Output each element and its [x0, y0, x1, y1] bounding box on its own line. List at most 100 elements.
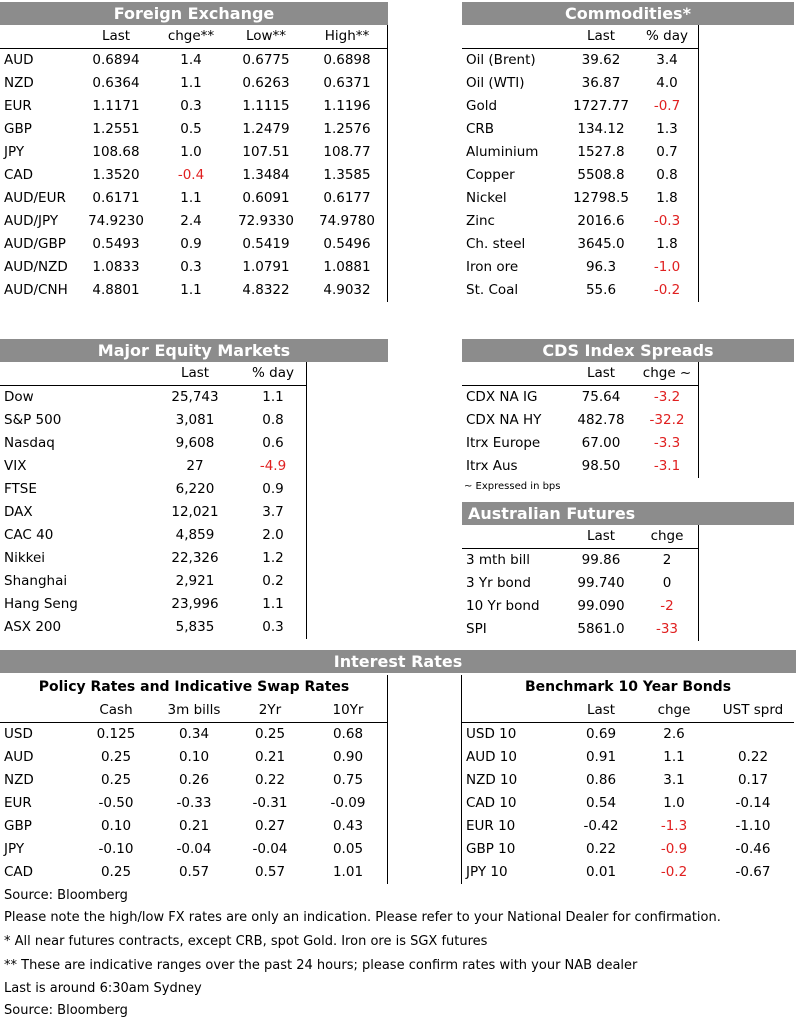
- bonds-table: Last chge UST sprd USD 10 0.69 2.6 AUD 10 0.…: [462, 699, 794, 884]
- row-value: 4.8322: [242, 282, 290, 298]
- row-value: -0.14: [735, 795, 771, 811]
- bonds-header-row: Last chge UST sprd: [462, 699, 794, 723]
- futures-col-last: Last: [586, 528, 616, 544]
- row-label: EUR 10: [466, 818, 516, 834]
- footnote-source: Source: Bloomberg: [4, 888, 128, 903]
- fx-col-low: Low**: [245, 28, 287, 44]
- table-row: Itrx Europe 67.00 -3.3: [462, 432, 698, 455]
- row-label: Ch. steel: [466, 236, 526, 252]
- equities-table: Last % day Dow 25,743 1.1 S&P 500 3,081 0.8 Na…: [0, 362, 306, 639]
- commodities-header-row: Last % day: [462, 25, 698, 49]
- row-value: 4.9032: [323, 282, 371, 298]
- table-row: AUD/CNH 4.8801 1.1 4.8322 4.9032: [0, 279, 388, 302]
- row-value: 0.5496: [323, 236, 371, 252]
- equities-body: Dow 25,743 1.1 S&P 500 3,081 0.8 Nasdaq 9,608 0.…: [0, 386, 306, 640]
- table-row: JPY 108.68 1.0 107.51 108.77: [0, 141, 388, 164]
- row-value: 0.90: [332, 749, 364, 765]
- row-value: 1.1171: [92, 98, 140, 114]
- bonds-panel: Benchmark 10 Year Bonds Last chge UST sp…: [461, 675, 794, 884]
- row-label: CAD 10: [466, 795, 517, 811]
- row-value: 75.64: [581, 389, 621, 405]
- table-row: GBP 0.10 0.21 0.27 0.43: [0, 815, 388, 838]
- row-label: Iron ore: [466, 259, 519, 275]
- equities-title: Major Equity Markets: [0, 339, 388, 362]
- row-value: -33: [655, 621, 679, 637]
- rates-panel: Interest Rates: [0, 650, 796, 673]
- table-row: CDX NA HY 482.78 -32.2: [462, 409, 698, 432]
- table-row: Shanghai 2,921 0.2: [0, 570, 306, 593]
- row-value: 0.22: [737, 749, 769, 765]
- futures-body: 3 mth bill 99.86 2 3 Yr bond 99.740 0 10 Yr bo…: [462, 549, 698, 642]
- table-row: Aluminium 1527.8 0.7: [462, 141, 698, 164]
- row-label: AUD/EUR: [4, 190, 66, 206]
- table-row: GBP 1.2551 0.5 1.2479 1.2576: [0, 118, 388, 141]
- row-value: -0.67: [735, 864, 771, 880]
- policy-border: [387, 675, 388, 884]
- row-value: 2016.6: [577, 213, 625, 229]
- row-value: -0.09: [330, 795, 366, 811]
- row-label: FTSE: [4, 481, 37, 497]
- row-value: -3.1: [653, 458, 681, 474]
- row-value: 0.6898: [323, 52, 371, 68]
- row-value: 1.1: [180, 190, 202, 206]
- table-row: JPY 10 0.01 -0.2 -0.67: [462, 861, 794, 884]
- row-value: 74.9780: [319, 213, 375, 229]
- row-value: 134.12: [577, 121, 625, 137]
- table-row: CAD 1.3520 -0.4 1.3484 1.3585: [0, 164, 388, 187]
- row-value: 1.3520: [92, 167, 140, 183]
- row-label: Nickel: [466, 190, 507, 206]
- row-value: 2.4: [180, 213, 202, 229]
- table-row: Oil (WTI) 36.87 4.0: [462, 72, 698, 95]
- row-value: 482.78: [577, 412, 625, 428]
- row-value: 1.1196: [323, 98, 371, 114]
- row-value: -0.3: [653, 213, 681, 229]
- equities-border: [306, 362, 307, 639]
- row-value: 0.21: [178, 818, 210, 834]
- table-row: CAC 40 4,859 2.0: [0, 524, 306, 547]
- row-label: JPY: [4, 144, 25, 160]
- row-value: 1.4: [180, 52, 202, 68]
- row-label: AUD/JPY: [4, 213, 59, 229]
- row-label: JPY 10: [466, 864, 508, 880]
- row-value: 0.9: [180, 236, 202, 252]
- bonds-col-ust: UST sprd: [722, 702, 784, 718]
- row-value: -1.3: [660, 818, 688, 834]
- footnote-ranges: ** These are indicative ranges over the …: [4, 958, 638, 973]
- table-row: USD 10 0.69 2.6: [462, 723, 794, 747]
- cds-border: [698, 362, 699, 478]
- rates-title: Interest Rates: [0, 650, 796, 673]
- footnote-source-2: Source: Bloomberg: [4, 1003, 128, 1018]
- row-value: 1727.77: [573, 98, 629, 114]
- row-label: 3 mth bill: [466, 552, 530, 568]
- row-label: Nasdaq: [4, 435, 55, 451]
- row-label: AUD/NZD: [4, 259, 68, 275]
- bonds-col-last: Last: [586, 702, 616, 718]
- row-value: 0.2: [262, 573, 284, 589]
- row-value: 1527.8: [577, 144, 625, 160]
- table-row: 3 mth bill 99.86 2: [462, 549, 698, 573]
- fx-col-name: [0, 25, 76, 49]
- footnote-fx-indication: Please note the high/low FX rates are on…: [4, 910, 721, 925]
- futures-col-name: [462, 525, 566, 549]
- row-value: -0.04: [176, 841, 212, 857]
- row-label: 10 Yr bond: [466, 598, 540, 614]
- policy-rates-table: Cash 3m bills 2Yr 10Yr USD 0.125 0.34 0.25 0…: [0, 699, 388, 884]
- row-label: Dow: [4, 389, 34, 405]
- row-value: 0.5: [180, 121, 202, 137]
- commodities-body: Oil (Brent) 39.62 3.4 Oil (WTI) 36.87 4.0 Gold…: [462, 49, 698, 303]
- row-value: -0.9: [660, 841, 688, 857]
- table-row: Dow 25,743 1.1: [0, 386, 306, 410]
- row-value: 1.1115: [242, 98, 290, 114]
- futures-table: Last chge 3 mth bill 99.86 2 3 Yr bond 99.74…: [462, 525, 698, 641]
- row-label: ASX 200: [4, 619, 62, 635]
- table-row: FTSE 6,220 0.9: [0, 478, 306, 501]
- cds-col-last: Last: [586, 365, 616, 381]
- commodities-table: Last % day Oil (Brent) 39.62 3.4 Oil (WTI) 3…: [462, 25, 698, 302]
- policy-body: USD 0.125 0.34 0.25 0.68 AUD 0.25 0.10 0.21 0.90 N…: [0, 723, 388, 885]
- row-value: -0.4: [177, 167, 205, 183]
- row-value: 0.6364: [92, 75, 140, 91]
- row-value: 0.6171: [92, 190, 140, 206]
- cds-footnote: ~ Expressed in bps: [464, 481, 561, 492]
- row-value: 1.2551: [92, 121, 140, 137]
- row-value: -3.3: [653, 435, 681, 451]
